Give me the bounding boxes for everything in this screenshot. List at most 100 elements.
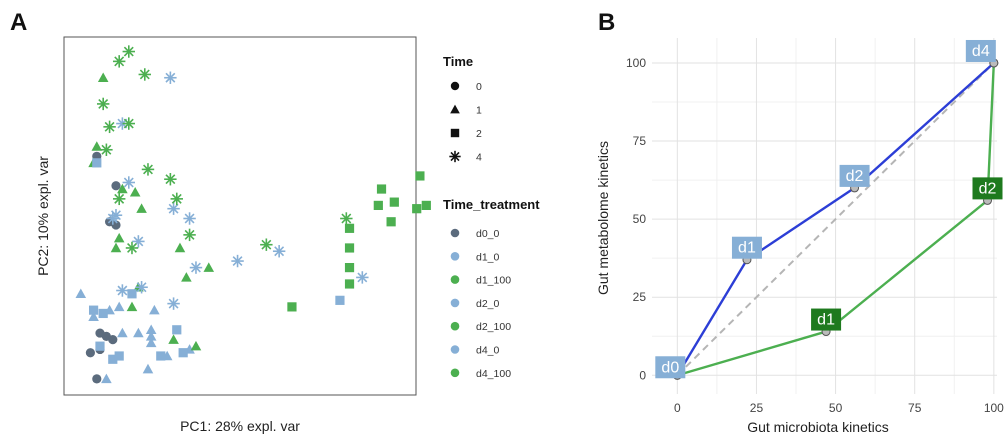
point-d1_100 <box>110 242 122 253</box>
point-d1_100 <box>113 232 125 243</box>
point-d2_100 <box>389 197 399 207</box>
point-d4_0 <box>122 176 135 189</box>
scatter-points <box>75 45 431 384</box>
series-line-0 <box>676 62 995 376</box>
identity-reference-line <box>676 62 995 376</box>
panel-a: A PC1: 28% expl. var PC2: 10% expl. var … <box>10 9 540 434</box>
point-d4_0 <box>231 254 244 268</box>
point-d2_0 <box>335 295 345 305</box>
x-tick-label: 25 <box>750 401 764 415</box>
point-d2_0 <box>98 308 108 319</box>
legend-label-treatment: d4_100 <box>476 368 511 380</box>
legend-key-d4_0 <box>450 345 460 354</box>
point-d1_100 <box>174 242 186 253</box>
point-d4_0 <box>183 212 196 225</box>
plot-area-b <box>652 38 997 394</box>
legend-key-d0_0 <box>450 228 460 238</box>
point-label: d1 <box>731 236 762 259</box>
point-d4_0 <box>189 261 203 274</box>
point-label: d1 <box>811 308 842 331</box>
x-tick-label: 0 <box>674 401 681 415</box>
point-d1_100 <box>117 183 128 194</box>
legend-label-treatment: d0_0 <box>476 228 500 240</box>
point-d2_100 <box>421 200 431 211</box>
point-d1_0 <box>133 327 144 338</box>
point-d4_100 <box>112 192 126 206</box>
point-d2_0 <box>156 351 166 361</box>
point-label-text: d2 <box>979 180 997 197</box>
point-d1_100 <box>168 334 179 344</box>
point-d2_0 <box>178 348 188 358</box>
point-d4_100 <box>183 228 196 242</box>
y-axis-label-a: PC2: 10% expl. var <box>35 156 51 276</box>
point-d1_0 <box>145 324 157 335</box>
point-label-text: d1 <box>738 240 756 257</box>
point-label-box <box>811 308 842 331</box>
point-label-box <box>839 164 870 187</box>
point-d0_0 <box>92 374 102 384</box>
point-d4_100 <box>260 238 273 251</box>
y-tick-label: 50 <box>633 212 647 226</box>
point-label: d2 <box>972 177 1003 200</box>
point-d2_100 <box>415 171 425 181</box>
point-d0_0 <box>108 335 118 345</box>
point-d4_0 <box>167 202 180 215</box>
point-d4_100 <box>122 45 135 58</box>
grid <box>652 38 997 394</box>
y-tick-label: 75 <box>633 134 647 148</box>
tick-labels: 0 25 50 75 100 0 25 50 75 100 <box>626 56 1004 415</box>
point-d4_100 <box>125 241 139 255</box>
point-d4_100 <box>103 120 116 134</box>
point-d1_0 <box>149 304 160 315</box>
point-d1_100 <box>181 272 192 282</box>
point-label-text: d0 <box>661 359 679 376</box>
point-d2_0 <box>114 351 124 361</box>
point-d1_0 <box>88 311 99 321</box>
point-d0_0 <box>111 181 121 191</box>
point-d4_0 <box>356 271 369 284</box>
point-d1_100 <box>190 340 202 351</box>
point-d0_0 <box>111 220 121 230</box>
point-d4_0 <box>167 297 180 310</box>
point-d4_0 <box>135 281 148 294</box>
legend-label-time: 2 <box>476 128 482 140</box>
x-tick-label: 50 <box>829 401 843 415</box>
point-d4_100 <box>138 68 151 81</box>
point-d1_0 <box>101 373 112 384</box>
point-d4_0 <box>164 71 177 84</box>
legend-title-time: Time <box>443 54 473 69</box>
point-d1_100 <box>129 187 141 197</box>
legend-title-treatment: Time_treatment <box>443 197 540 212</box>
point-d2_100 <box>386 217 396 227</box>
point-label: d2 <box>839 164 870 187</box>
point-label: d4 <box>965 39 996 62</box>
point-d2_100 <box>412 204 422 214</box>
point-label-text: d1 <box>817 312 835 329</box>
point-label-box <box>731 236 762 259</box>
point-d2_100 <box>287 302 297 312</box>
point-d2_0 <box>172 325 182 335</box>
point-d0_0 <box>85 348 95 358</box>
legend-label-treatment: d1_100 <box>476 275 511 287</box>
point-label: d0 <box>655 356 686 379</box>
legend-key-time-2 <box>450 128 460 138</box>
x-tick-label: 100 <box>984 401 1004 415</box>
panel-letter-b: B <box>598 9 615 36</box>
legend-key-time-0 <box>450 81 460 91</box>
point-label-text: d2 <box>846 168 864 185</box>
legend-label-treatment: d1_0 <box>476 251 500 263</box>
point-d4_0 <box>272 245 286 258</box>
y-tick-label: 0 <box>639 368 646 382</box>
point-d4_0 <box>106 212 119 225</box>
point-d4_100 <box>122 117 135 130</box>
legend-label-treatment: d2_0 <box>476 298 500 310</box>
legend-label-treatment: d2_100 <box>476 321 511 333</box>
point-d1_0 <box>117 327 128 338</box>
panel-letter-a: A <box>10 9 27 36</box>
point-d1_0 <box>145 331 157 341</box>
kinetics-lines: d0 d1 d2 d4 d1 d2 <box>655 39 1003 380</box>
point-d4_100 <box>170 192 183 206</box>
point-d1_100 <box>136 203 147 213</box>
point-d2_100 <box>373 200 383 211</box>
